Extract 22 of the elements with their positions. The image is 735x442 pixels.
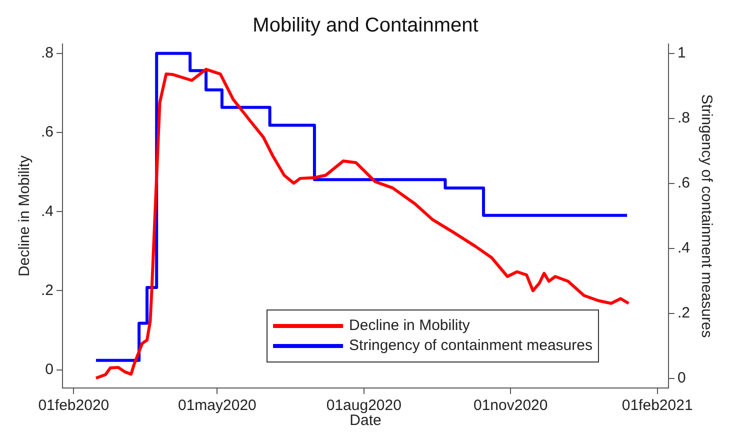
- y2-tick-label: .8: [677, 110, 690, 127]
- y-tick-label: .2: [40, 282, 54, 299]
- legend-label: Stringency of containment measures: [349, 337, 592, 354]
- y-tick-label: .6: [40, 124, 54, 141]
- y2-axis-title: Stringency of containment measures: [698, 94, 715, 338]
- y2-tick-label: .6: [677, 174, 690, 192]
- x-tick-label: 01nov2020: [473, 397, 548, 414]
- legend-label: Decline in Mobility: [349, 317, 470, 334]
- y2-tick-label: .4: [677, 240, 690, 257]
- y2-tick-label: .2: [677, 304, 690, 322]
- y-tick-label: .8: [40, 44, 54, 62]
- y-axis-title: Decline in Mobility: [16, 155, 34, 276]
- chart-title: Mobility and Containment: [252, 14, 479, 37]
- x-axis-title: Date: [350, 412, 382, 430]
- x-tick-label: 01may2020: [178, 397, 256, 414]
- y-tick-label: 0: [45, 360, 54, 378]
- x-tick-label: 01aug2020: [326, 397, 402, 414]
- y2-tick-label: 1: [677, 44, 686, 62]
- y2-tick-label: 0: [677, 370, 686, 387]
- x-tick-label: 01feb2020: [38, 397, 110, 414]
- y-tick-label: .4: [40, 202, 54, 220]
- x-tick-label: 01feb2021: [622, 397, 693, 414]
